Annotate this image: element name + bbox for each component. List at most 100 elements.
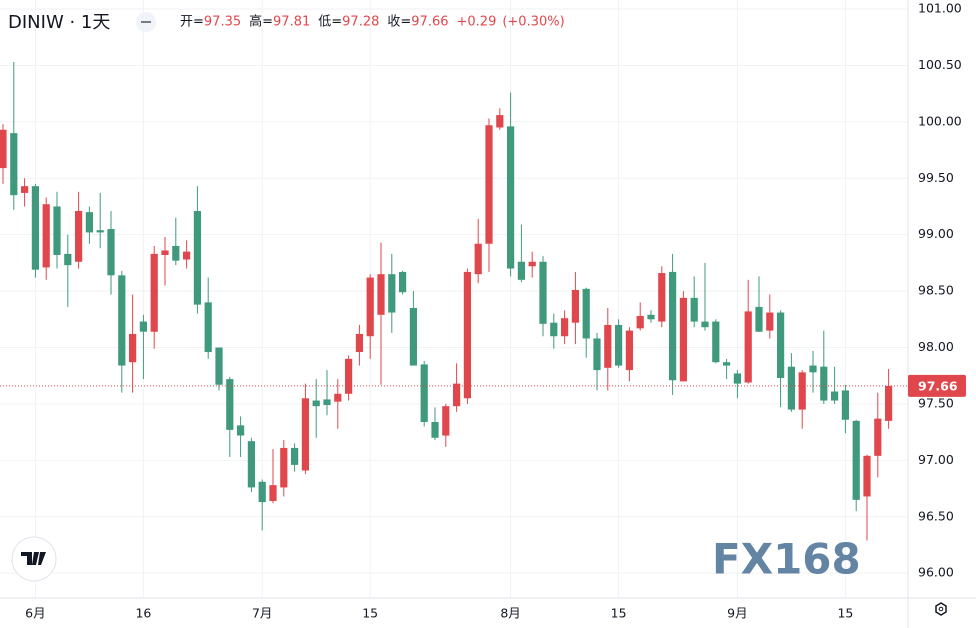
x-tick-label: 15: [611, 606, 627, 621]
y-tick-label: 97.50: [918, 395, 954, 410]
candle-body: [172, 245, 180, 261]
candle-body: [712, 321, 720, 363]
candle-body: [798, 372, 806, 410]
y-tick-label: 98.50: [918, 283, 954, 298]
header-value: 97.66: [411, 15, 448, 30]
candle-body: [485, 125, 493, 244]
candle-body: [355, 333, 363, 353]
candle-body: [53, 206, 61, 255]
candle-body: [150, 253, 158, 332]
last-price-tag: [908, 374, 966, 397]
header-label: 开=: [180, 15, 204, 30]
header-label: 低=: [318, 15, 342, 30]
candle-body: [539, 261, 547, 324]
candle-body: [139, 321, 147, 332]
candle-body: [409, 308, 417, 366]
candle-body: [85, 212, 93, 233]
candle-body: [366, 277, 374, 337]
tv-logo: [21, 552, 46, 565]
candle-body: [161, 250, 169, 255]
candle-body: [64, 253, 72, 266]
header-value: 97.35: [204, 15, 241, 30]
x-tick-label: 9月: [727, 606, 747, 621]
candle-body: [777, 312, 785, 378]
x-tick-label: 15: [837, 606, 853, 621]
candle-body: [118, 275, 126, 366]
candle-body: [21, 186, 29, 193]
candle-body: [787, 366, 795, 410]
candle-body: [766, 312, 774, 331]
candle-body: [669, 271, 677, 381]
y-tick-label: 98.00: [918, 339, 954, 354]
candle-body: [841, 390, 849, 420]
candle-body: [496, 115, 504, 128]
x-tick-label: 16: [135, 606, 151, 621]
candle-body: [388, 274, 396, 313]
y-tick-label: 101.00: [918, 1, 962, 16]
settings-button[interactable]: [935, 602, 947, 616]
candle-body: [399, 271, 407, 293]
x-tick-label: 7月: [252, 606, 272, 621]
candle-body: [323, 399, 331, 406]
candle-body: [312, 400, 320, 407]
y-tick-label: 100.00: [918, 113, 962, 128]
candle-body: [280, 447, 288, 488]
candle-body: [334, 393, 342, 402]
header-label: 收=: [387, 15, 411, 30]
watermark: FX168: [712, 535, 861, 584]
candle-body: [615, 324, 623, 366]
ohlc-header: 开= 97.35 高= 97.81 低= 97.28 收= 97.66 +0.29 (+0.30%…: [180, 14, 565, 30]
candle-body: [42, 204, 50, 268]
candle-body: [420, 364, 428, 422]
candle-body: [690, 297, 698, 322]
candle-body: [593, 338, 601, 371]
y-tick-label: 99.00: [918, 226, 954, 241]
candle-body: [636, 315, 644, 329]
x-tick-label: 8月: [500, 606, 520, 621]
header-change-pct: (+0.30%): [502, 15, 564, 30]
header-label: 高=: [249, 14, 273, 30]
candle-body: [604, 324, 612, 368]
candle-body: [301, 398, 309, 471]
candle-body: [258, 481, 266, 503]
y-tick-label: 96.50: [918, 508, 954, 523]
x-tick-label: 6月: [25, 606, 45, 621]
candle-body: [463, 271, 471, 399]
x-tick-label: 15: [362, 606, 378, 621]
symbol: DINIW · 1天: [8, 12, 110, 33]
candle-body: [874, 418, 882, 456]
candle-body: [820, 366, 828, 401]
candle-body: [377, 274, 385, 315]
candle-body: [0, 129, 7, 169]
candle-body: [237, 425, 245, 436]
settings-icon: [938, 606, 944, 612]
candle-body: [442, 406, 450, 436]
candle-body: [723, 362, 731, 366]
candle-body: [474, 243, 482, 275]
candle-body: [733, 373, 741, 384]
y-tick-label: 100.50: [918, 57, 962, 72]
candle-body: [550, 322, 558, 337]
candle-body: [885, 385, 893, 421]
candle-body: [755, 306, 763, 332]
candle-body: [528, 261, 536, 267]
header-value: 97.28: [342, 15, 379, 30]
candle-body: [831, 391, 839, 401]
candle-body: [75, 210, 83, 262]
candle-body: [31, 186, 39, 270]
candle-body: [215, 347, 223, 385]
candle-body: [291, 447, 299, 465]
candle-body: [679, 297, 687, 382]
candle-body: [647, 314, 655, 320]
header-value: 97.81: [273, 15, 310, 30]
candle-body: [204, 302, 212, 353]
y-tick-label: 97.00: [918, 452, 954, 467]
candle-body: [96, 230, 104, 233]
candle-body: [183, 251, 191, 260]
y-tick-label: 96.00: [918, 565, 954, 580]
candle-body: [625, 330, 633, 371]
candle-body: [107, 229, 115, 276]
candle-body: [247, 441, 255, 488]
